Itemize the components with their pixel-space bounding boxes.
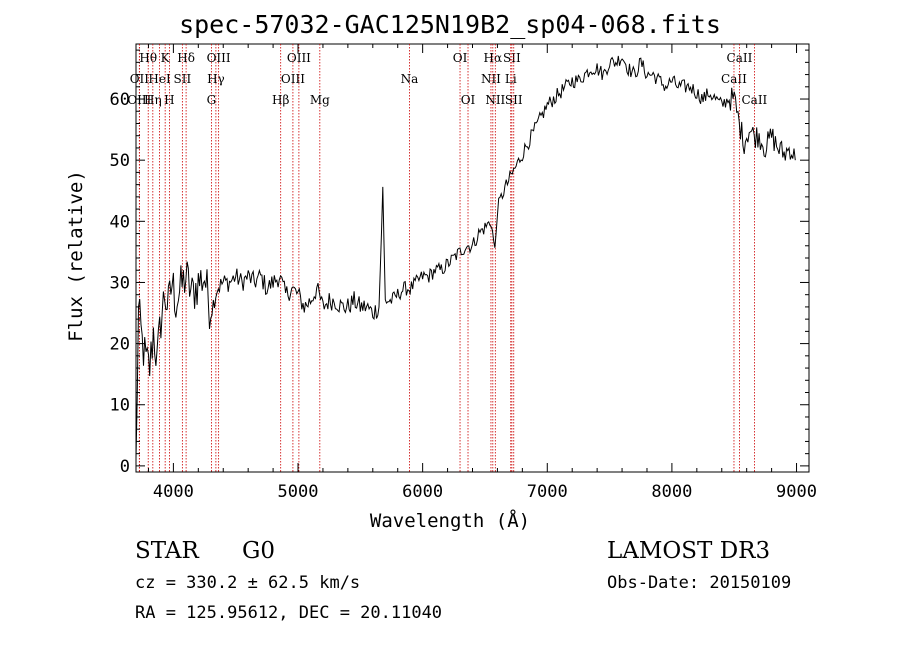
line-marker-label: OIII <box>287 51 311 65</box>
line-marker-label: Na <box>401 72 419 86</box>
ra-dec-coordinates: RA = 125.95612, DEC = 20.11040 <box>135 603 443 623</box>
object-class: STAR <box>135 538 199 564</box>
line-marker-label: OI <box>461 93 476 107</box>
chart-title: spec-57032-GAC125N19B2_sp04-068.fits <box>179 10 721 39</box>
line-marker-label: SII <box>174 72 192 86</box>
line-marker-label: G <box>207 93 217 107</box>
x-tick-label: 6000 <box>402 482 443 502</box>
x-tick-label: 7000 <box>527 482 568 502</box>
spectrum-line <box>135 55 796 459</box>
line-marker-label: CaII <box>721 72 747 86</box>
line-marker-label: Hδ <box>177 51 195 65</box>
line-marker-label: H <box>164 93 174 107</box>
line-marker-label: Mg <box>310 93 330 107</box>
y-tick-label: 40 <box>110 212 130 232</box>
line-marker-label: Hγ <box>207 72 225 86</box>
y-axis-label: Flux (relative) <box>65 170 87 342</box>
line-marker-label: CaII <box>727 51 753 65</box>
x-tick-label: 5000 <box>278 482 319 502</box>
line-marker-label: OIII <box>207 51 231 65</box>
line-marker-label: OIII <box>127 93 151 107</box>
survey-name: LAMOST DR3 <box>607 538 771 564</box>
redshift-velocity: cz = 330.2 ± 62.5 km/s <box>135 573 361 593</box>
line-marker-label: OIII <box>281 72 305 86</box>
line-marker-label: CaII <box>741 93 767 107</box>
line-marker-label: SII <box>503 51 521 65</box>
line-marker-label: HeI <box>148 72 171 86</box>
y-tick-label: 50 <box>110 151 130 171</box>
line-marker-label: Hβ <box>272 93 289 107</box>
line-marker-label: Hα <box>484 51 503 65</box>
y-tick-label: 60 <box>110 90 130 110</box>
line-marker-label: Li <box>505 72 517 86</box>
x-tick-label: 8000 <box>651 482 692 502</box>
line-marker-label: K <box>161 51 171 65</box>
y-tick-label: 30 <box>110 273 130 293</box>
x-axis-label: Wavelength (Å) <box>369 510 531 532</box>
observation-date: Obs-Date: 20150109 <box>607 573 792 593</box>
line-marker-label: NII <box>485 93 505 107</box>
line-marker-label: OII <box>130 72 150 86</box>
line-marker-label: Hη <box>144 93 162 107</box>
object-subclass: G0 <box>242 538 276 564</box>
x-tick-label: 4000 <box>153 482 194 502</box>
y-tick-label: 20 <box>110 335 130 355</box>
y-tick-label: 10 <box>110 396 130 416</box>
plot-frame <box>135 43 810 473</box>
x-tick-label: 9000 <box>776 482 817 502</box>
line-marker-label: Hθ <box>139 51 157 65</box>
y-tick-label: 0 <box>120 457 130 477</box>
line-marker-label: SII <box>505 93 523 107</box>
line-marker-label: NII <box>481 72 501 86</box>
line-marker-label: OI <box>453 51 468 65</box>
